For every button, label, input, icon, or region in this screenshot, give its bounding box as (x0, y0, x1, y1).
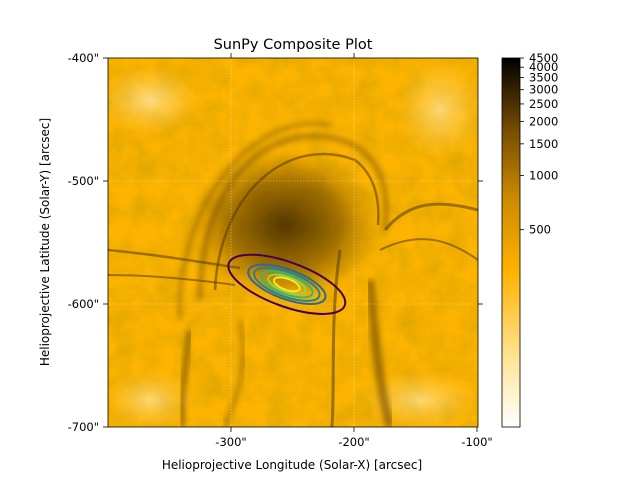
plot-frame (107, 57, 479, 428)
colorbar-gradient (501, 57, 521, 428)
x-tick-label: -100" (461, 435, 492, 449)
contour-group (227, 253, 347, 315)
coronal-loops (108, 122, 478, 427)
colorbar-tick-label: 4500 (529, 51, 558, 65)
y-axis-label: Helioprojective Latitude (Solar-Y) [arcs… (38, 118, 52, 366)
x-axis-label: Helioprojective Longitude (Solar-X) [arc… (162, 458, 422, 472)
x-axis: -300" -200" -100" Helioprojective Longit… (162, 53, 493, 472)
contour-level-2 (247, 263, 327, 305)
active-region-core (190, 150, 380, 300)
contour-level-1 (227, 253, 347, 315)
contour-level-4 (260, 270, 314, 299)
colorbar-tick-label: 3500 (529, 71, 558, 85)
colorbar-tick-label: 2000 (529, 114, 558, 128)
colorbar-tick-label: 2500 (529, 97, 558, 111)
colorbar-tick-label: 1000 (529, 169, 558, 183)
y-tick-label: -500" (68, 174, 99, 188)
y-axis: -400" -500" -600" -700" Helioprojective … (38, 51, 483, 434)
chart-title: SunPy Composite Plot (214, 37, 373, 53)
grid-lines (108, 58, 478, 427)
colorbar-tick-label: 1500 (529, 137, 558, 151)
colorbar-tick-label: 500 (529, 223, 551, 237)
y-tick-label: -700" (68, 420, 99, 434)
contour-level-5 (267, 273, 307, 295)
y-tick-label: -600" (68, 297, 99, 311)
colorbar-tick-label: 4000 (529, 60, 558, 74)
bright-region (395, 60, 478, 160)
bright-region (108, 65, 200, 135)
contour-level-6 (272, 276, 301, 293)
x-tick-label: -200" (338, 435, 369, 449)
contour-level-3 (253, 266, 321, 302)
x-tick-label: -300" (215, 435, 246, 449)
bright-region (108, 370, 195, 427)
colorbar-tick-label: 3000 (529, 83, 558, 97)
plot-area (108, 58, 478, 427)
y-tick-label: -400" (68, 51, 99, 65)
